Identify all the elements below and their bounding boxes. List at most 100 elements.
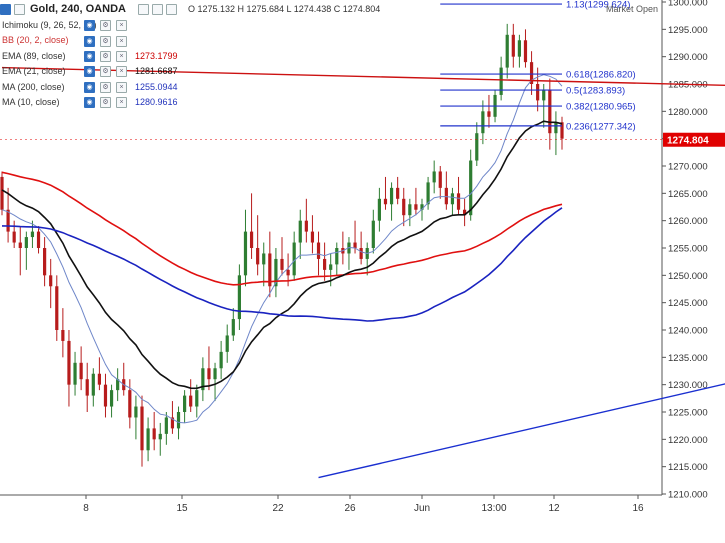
candle-body (30, 231, 35, 238)
indicator-row-bb[interactable]: BB (20, 2, close) ◉ ⚙ × (0, 33, 380, 48)
x-tick-label: 26 (344, 503, 356, 514)
y-tick-label: 1240.000 (668, 326, 708, 337)
close-icon[interactable]: × (116, 35, 127, 47)
gear-icon[interactable]: ⚙ (100, 50, 111, 62)
y-tick-label: 1220.000 (668, 435, 708, 446)
candle-body (335, 248, 339, 265)
candle-body (475, 133, 479, 161)
y-tick-label: 1210.000 (668, 490, 708, 501)
y-tick-label: 1260.000 (668, 216, 708, 227)
indicator-value: 1273.1799 (135, 50, 178, 61)
candle-body (377, 198, 381, 221)
indicator-label: Ichimoku (9, 26, 52, 26) (2, 20, 97, 30)
indicator-value: 1281.6687 (135, 66, 178, 77)
x-tick-label: 22 (272, 503, 284, 514)
candle-body (243, 231, 248, 276)
gear-icon[interactable]: ⚙ (100, 66, 111, 78)
indicator-label: MA (10, close) (2, 96, 60, 107)
candle-body (481, 111, 485, 134)
candle-body (463, 209, 467, 216)
candle-body (249, 231, 254, 248)
close-icon[interactable]: × (116, 97, 127, 109)
x-tick-label: 13:00 (481, 503, 506, 514)
trendline-resistance (1, 66, 725, 87)
y-tick-label: 1250.000 (668, 271, 708, 282)
close-icon[interactable]: × (116, 81, 127, 93)
y-tick-label: 1300.000 (668, 0, 708, 9)
candle-body (316, 242, 321, 259)
indicator-row-ma10[interactable]: MA (10, close) ◉ ⚙ × 1280.9616 (0, 95, 380, 110)
candle-body (469, 160, 473, 216)
candle-body (304, 220, 308, 232)
market-status: Market Open (606, 4, 658, 14)
indicator-value: 1255.0944 (135, 81, 178, 92)
candle-body (67, 340, 71, 385)
symbol-close-icon[interactable] (165, 3, 177, 15)
candle-body (560, 122, 564, 139)
eye-icon[interactable]: ◉ (84, 81, 95, 93)
candle-body (225, 335, 229, 352)
ma10-line (1, 74, 563, 424)
x-tick-label: 12 (548, 503, 560, 514)
symbol-compare-icon[interactable] (151, 3, 163, 15)
indicator-label: MA (200, close) (2, 81, 65, 92)
symbol-settings-icon[interactable] (14, 3, 25, 15)
candle-body (383, 198, 388, 205)
y-tick-label: 1270.000 (668, 162, 708, 173)
candle-body (237, 275, 241, 320)
eye-icon[interactable]: ◉ (84, 50, 95, 62)
fib-level-label: 0.5(1283.893) (566, 86, 625, 97)
symbol-more-icon[interactable] (137, 3, 149, 15)
gear-icon[interactable]: ⚙ (100, 81, 111, 93)
candle-body (396, 187, 400, 199)
indicator-row-ema89[interactable]: EMA (89, close) ◉ ⚙ × 1273.1799 (0, 49, 380, 64)
candle-body (24, 237, 28, 248)
y-tick-label: 1290.000 (668, 52, 708, 63)
fib-level-label: 1.13(1299.624) (566, 0, 630, 11)
candle-body (97, 373, 101, 385)
candle-body (201, 368, 205, 391)
eye-icon[interactable]: ◉ (84, 97, 95, 109)
x-tick-label: Jun (414, 503, 430, 514)
eye-icon[interactable]: ◉ (84, 20, 95, 32)
candle-body (152, 428, 156, 440)
indicator-row-ma200[interactable]: MA (200, close) ◉ ⚙ × 1255.0944 (0, 80, 380, 95)
fib-level-label: 0.618(1286.820) (566, 70, 636, 81)
indicator-label: BB (20, 2, close) (2, 35, 69, 46)
candle-body (79, 362, 83, 380)
candle-body (371, 220, 375, 248)
candle-body (170, 417, 175, 429)
candle-body (128, 390, 132, 418)
indicator-row-ema21[interactable]: EMA (21, close) ◉ ⚙ × 1281.6687 (0, 64, 380, 79)
candle-body (329, 264, 333, 270)
indicator-row-ichimoku[interactable]: Ichimoku (9, 26, 52, 26) ◉ ⚙ × (0, 18, 380, 33)
gear-icon[interactable]: ⚙ (100, 35, 111, 47)
last-price-badge (663, 132, 725, 147)
gear-icon[interactable]: ⚙ (100, 97, 111, 109)
ma200-line (1, 207, 563, 322)
candle-body (103, 384, 108, 407)
trendline-support (318, 383, 725, 479)
close-icon[interactable]: × (116, 50, 127, 62)
candle-body (195, 390, 199, 407)
candle-body (36, 231, 41, 248)
candle-body (262, 253, 266, 265)
ema21-line (1, 120, 563, 390)
eye-icon[interactable]: ◉ (84, 35, 95, 47)
y-tick-label: 1245.000 (668, 298, 708, 309)
symbol-visibility-icon[interactable] (0, 3, 11, 15)
eye-icon[interactable]: ◉ (84, 66, 95, 78)
y-tick-label: 1225.000 (668, 408, 708, 419)
candle-body (116, 379, 120, 391)
candle-body (85, 379, 89, 396)
gear-icon[interactable]: ⚙ (100, 20, 111, 32)
indicator-label: EMA (21, close) (2, 66, 66, 77)
y-tick-label: 1280.000 (668, 107, 708, 118)
candle-body (146, 428, 150, 451)
candle-body (12, 231, 16, 243)
x-tick-label: 15 (176, 503, 188, 514)
close-icon[interactable]: × (116, 66, 127, 78)
close-icon[interactable]: × (116, 20, 127, 32)
